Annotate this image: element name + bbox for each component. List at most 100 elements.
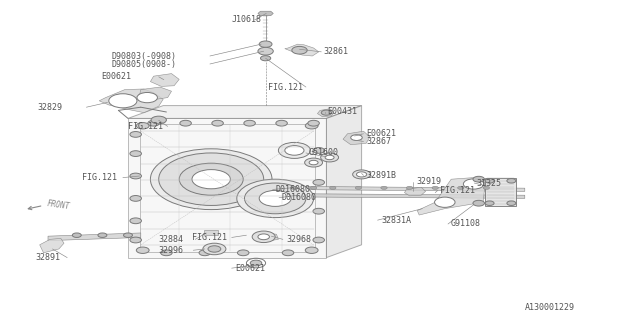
Circle shape — [208, 246, 221, 252]
Circle shape — [485, 179, 494, 183]
Text: D90803(-0908): D90803(-0908) — [112, 52, 177, 60]
Text: 32829: 32829 — [37, 103, 62, 112]
Text: 32831A: 32831A — [381, 216, 412, 225]
Circle shape — [325, 155, 334, 160]
Circle shape — [321, 110, 332, 115]
Circle shape — [260, 56, 271, 61]
Circle shape — [130, 237, 141, 243]
Circle shape — [192, 170, 230, 189]
Circle shape — [259, 190, 291, 206]
Polygon shape — [275, 194, 525, 198]
Polygon shape — [404, 187, 426, 196]
Text: G51600: G51600 — [308, 148, 339, 157]
Polygon shape — [204, 230, 218, 235]
Polygon shape — [417, 178, 485, 215]
Circle shape — [435, 197, 455, 207]
Text: D90805(0908-): D90805(0908-) — [112, 60, 177, 68]
Circle shape — [355, 186, 362, 189]
Polygon shape — [128, 118, 326, 258]
Polygon shape — [317, 109, 334, 117]
Text: 32996: 32996 — [159, 246, 184, 255]
Polygon shape — [150, 74, 179, 86]
Circle shape — [180, 120, 191, 126]
Polygon shape — [285, 44, 319, 56]
Circle shape — [308, 120, 319, 126]
Text: 32891: 32891 — [35, 253, 60, 262]
Polygon shape — [48, 233, 141, 241]
Circle shape — [483, 186, 490, 189]
Circle shape — [258, 47, 273, 55]
Polygon shape — [40, 238, 64, 253]
Polygon shape — [99, 89, 163, 113]
Circle shape — [212, 120, 223, 126]
Text: FIG.121: FIG.121 — [128, 122, 163, 131]
Circle shape — [313, 148, 324, 153]
Circle shape — [72, 233, 81, 237]
Circle shape — [250, 260, 262, 266]
Text: 31325: 31325 — [477, 179, 502, 188]
Circle shape — [282, 250, 294, 256]
Circle shape — [244, 120, 255, 126]
Polygon shape — [140, 87, 172, 100]
Polygon shape — [256, 233, 278, 241]
Circle shape — [130, 132, 141, 137]
Circle shape — [237, 179, 314, 218]
Circle shape — [259, 41, 272, 47]
Polygon shape — [128, 106, 362, 118]
Text: 32884: 32884 — [159, 235, 184, 244]
Polygon shape — [326, 106, 362, 258]
Circle shape — [252, 231, 275, 243]
Text: FIG.121: FIG.121 — [440, 186, 476, 195]
Text: 32968: 32968 — [287, 235, 312, 244]
Circle shape — [276, 120, 287, 126]
Text: FIG.121: FIG.121 — [268, 83, 303, 92]
Circle shape — [244, 183, 306, 214]
Circle shape — [313, 237, 324, 243]
Circle shape — [356, 172, 367, 177]
Circle shape — [137, 92, 157, 103]
Circle shape — [381, 186, 387, 189]
Circle shape — [313, 208, 324, 214]
Text: FIG.121: FIG.121 — [192, 233, 227, 242]
Text: FRONT: FRONT — [46, 199, 70, 211]
Circle shape — [136, 247, 149, 253]
Circle shape — [109, 94, 137, 108]
Circle shape — [321, 153, 339, 162]
Circle shape — [292, 46, 307, 54]
Circle shape — [310, 186, 317, 189]
Circle shape — [507, 201, 516, 205]
Circle shape — [463, 179, 484, 189]
Circle shape — [485, 201, 494, 205]
Text: 32919: 32919 — [416, 177, 441, 186]
Text: E00621: E00621 — [366, 129, 396, 138]
Circle shape — [130, 173, 141, 179]
Circle shape — [305, 123, 318, 129]
Circle shape — [179, 163, 243, 195]
Circle shape — [258, 234, 269, 240]
Text: FIG.121: FIG.121 — [82, 173, 117, 182]
Text: A130001229: A130001229 — [525, 303, 575, 312]
Circle shape — [507, 179, 516, 183]
Circle shape — [285, 146, 304, 155]
Polygon shape — [275, 186, 525, 191]
Text: E00431: E00431 — [328, 108, 358, 116]
Circle shape — [313, 180, 324, 185]
Circle shape — [305, 247, 318, 253]
Circle shape — [148, 120, 159, 126]
Circle shape — [130, 196, 141, 201]
Circle shape — [309, 160, 318, 165]
Circle shape — [130, 218, 141, 224]
Circle shape — [136, 123, 149, 129]
Polygon shape — [485, 178, 516, 206]
Circle shape — [278, 142, 310, 158]
Circle shape — [150, 149, 272, 210]
Circle shape — [432, 186, 438, 189]
Circle shape — [203, 243, 226, 255]
Polygon shape — [343, 131, 370, 145]
Circle shape — [124, 233, 132, 237]
Text: E00621: E00621 — [101, 72, 131, 81]
Circle shape — [406, 186, 413, 189]
Circle shape — [473, 200, 484, 206]
Text: 32891B: 32891B — [366, 171, 396, 180]
Circle shape — [199, 250, 211, 256]
